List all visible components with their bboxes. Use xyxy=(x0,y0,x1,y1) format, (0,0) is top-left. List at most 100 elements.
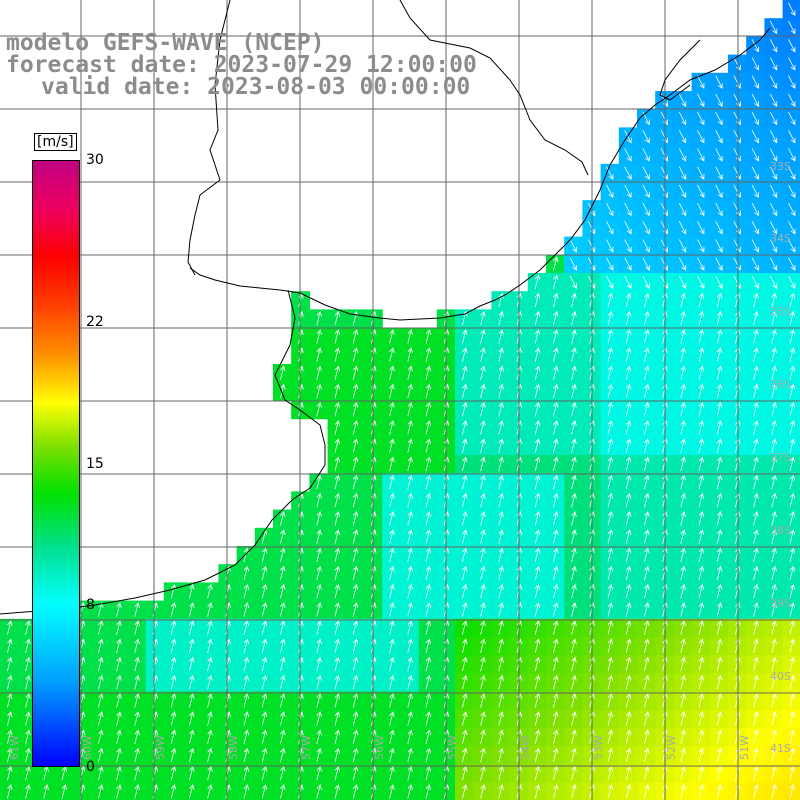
wind-arrow xyxy=(644,547,650,562)
wind-arrow xyxy=(698,765,705,781)
wind-arrow xyxy=(788,93,796,108)
wind-arrow xyxy=(751,166,759,180)
wind-arrow xyxy=(716,529,723,544)
wind-arrow xyxy=(769,130,778,144)
wind-arrow xyxy=(606,202,614,217)
wind-arrow xyxy=(788,75,796,89)
lat-label: 41S xyxy=(770,742,791,755)
wind-arrow xyxy=(498,420,504,435)
wind-arrow xyxy=(407,565,413,581)
wind-arrow xyxy=(280,620,286,635)
wind-arrow xyxy=(753,565,759,581)
wind-arrow xyxy=(425,511,432,526)
wind-arrow xyxy=(134,711,140,726)
wind-arrow xyxy=(789,474,796,490)
wind-arrow xyxy=(680,729,686,744)
wind-arrow xyxy=(7,674,13,690)
wind-arrow xyxy=(571,401,577,417)
wind-arrow xyxy=(678,275,687,290)
wind-arrow xyxy=(352,711,359,726)
wind-arrow xyxy=(571,602,577,617)
wind-arrow xyxy=(788,184,796,199)
wind-arrow xyxy=(680,565,686,581)
wind-arrow xyxy=(771,638,777,653)
wind-arrow xyxy=(644,765,650,781)
wind-arrow xyxy=(751,57,759,71)
wind-arrow xyxy=(624,148,632,162)
wind-arrow xyxy=(407,765,413,781)
wind-arrow xyxy=(480,456,486,471)
wind-arrow xyxy=(789,420,796,435)
wind-arrow xyxy=(480,693,486,708)
wind-arrow xyxy=(189,620,195,635)
wind-arrow xyxy=(389,420,395,435)
wind-arrow xyxy=(425,747,432,763)
colorbar-tick-label: 8 xyxy=(86,597,95,614)
wind-arrow xyxy=(625,292,632,308)
wind-arrow xyxy=(280,602,286,617)
wind-arrow xyxy=(389,401,395,417)
wind-arrow xyxy=(678,257,687,271)
wind-arrow xyxy=(625,656,632,672)
wind-arrow xyxy=(716,329,723,344)
wind-arrow xyxy=(498,383,504,399)
wind-arrow xyxy=(607,602,614,617)
wind-arrow xyxy=(170,674,177,690)
wind-arrow xyxy=(788,148,796,162)
wind-arrow xyxy=(571,383,577,399)
wind-arrow xyxy=(789,747,796,763)
wind-arrow xyxy=(7,638,13,653)
wind-arrow xyxy=(134,656,140,672)
wind-arrow xyxy=(462,693,468,708)
wind-arrow xyxy=(698,656,705,672)
wind-arrow xyxy=(261,784,268,799)
wind-arrow xyxy=(625,456,632,471)
wind-arrow xyxy=(606,184,614,199)
wind-arrow xyxy=(680,674,686,690)
wind-arrow xyxy=(25,656,31,672)
wind-arrow xyxy=(571,292,577,308)
wind-arrow xyxy=(716,674,723,690)
wind-arrow xyxy=(25,747,31,763)
wind-arrow xyxy=(716,693,723,708)
wind-arrow xyxy=(480,347,486,362)
wind-arrow xyxy=(753,656,759,672)
wind-arrow xyxy=(534,456,541,471)
wind-arrow xyxy=(170,693,177,708)
wind-arrow xyxy=(789,529,796,544)
wind-arrow xyxy=(243,765,250,781)
wind-arrow xyxy=(624,239,632,253)
wind-arrow xyxy=(25,620,31,635)
wind-arrow xyxy=(352,456,359,471)
wind-arrow xyxy=(607,620,614,635)
wind-arrow xyxy=(316,583,322,599)
wind-arrow xyxy=(553,474,559,490)
wind-arrow xyxy=(243,620,250,635)
wind-arrow xyxy=(697,275,705,290)
wind-arrow xyxy=(571,329,577,344)
wind-arrow xyxy=(607,347,614,362)
wind-arrow xyxy=(571,729,577,744)
wind-arrow xyxy=(680,602,686,617)
wind-arrow xyxy=(407,420,413,435)
wind-arrow xyxy=(498,310,504,326)
wind-arrow xyxy=(389,656,395,672)
wind-arrow xyxy=(425,401,432,417)
wind-arrow xyxy=(751,111,759,126)
wind-arrow xyxy=(462,529,468,544)
wind-arrow xyxy=(716,547,723,562)
wind-arrow xyxy=(534,274,541,289)
wind-arrow xyxy=(334,365,341,380)
wind-arrow xyxy=(407,456,413,471)
wind-arrow xyxy=(644,747,650,763)
wind-arrow xyxy=(769,75,778,89)
wind-arrow xyxy=(607,420,614,435)
wind-arrow xyxy=(480,547,486,562)
wind-arrow xyxy=(771,565,777,581)
wind-arrow xyxy=(751,75,759,89)
wind-arrow xyxy=(715,221,723,235)
wind-arrow xyxy=(753,620,759,635)
wind-arrow xyxy=(625,784,632,799)
wind-arrow xyxy=(642,166,650,180)
wind-vector-arrows xyxy=(7,2,796,799)
